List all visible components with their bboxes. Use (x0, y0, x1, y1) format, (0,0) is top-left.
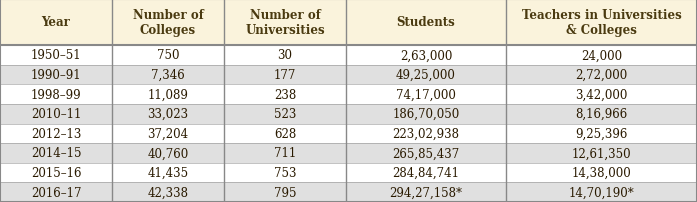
Bar (0, 182, 697, 202)
Text: 177: 177 (274, 69, 296, 82)
Text: 2,63,000: 2,63,000 (400, 49, 452, 62)
Text: Year: Year (42, 16, 70, 29)
Text: 1950–51: 1950–51 (31, 49, 82, 62)
Text: 265,85,437: 265,85,437 (392, 147, 459, 160)
Text: 37,204: 37,204 (148, 127, 189, 140)
Bar (0, 85, 697, 104)
Text: 2015–16: 2015–16 (31, 166, 82, 179)
Text: 750: 750 (157, 49, 179, 62)
Bar (0, 65, 697, 85)
Text: Number of
Universities: Number of Universities (245, 9, 325, 37)
Text: 523: 523 (274, 108, 296, 121)
Text: 2012–13: 2012–13 (31, 127, 81, 140)
Text: 238: 238 (274, 88, 296, 101)
Bar (0, 46, 697, 65)
Text: Number of
Colleges: Number of Colleges (132, 9, 204, 37)
Text: 284,84,741: 284,84,741 (392, 166, 459, 179)
Text: 7,346: 7,346 (151, 69, 185, 82)
Text: 33,023: 33,023 (148, 108, 189, 121)
Text: 11,089: 11,089 (148, 88, 188, 101)
Text: 2010–11: 2010–11 (31, 108, 81, 121)
Text: 186,70,050: 186,70,050 (392, 108, 459, 121)
Text: 9,25,396: 9,25,396 (575, 127, 628, 140)
Bar (0, 163, 697, 182)
Text: 2016–17: 2016–17 (31, 186, 82, 199)
Text: 74,17,000: 74,17,000 (396, 88, 456, 101)
Text: 14,38,000: 14,38,000 (572, 166, 631, 179)
Text: 223,02,938: 223,02,938 (392, 127, 459, 140)
Text: 711: 711 (274, 147, 296, 160)
Text: 628: 628 (274, 127, 296, 140)
Text: 795: 795 (274, 186, 296, 199)
Text: 8,16,966: 8,16,966 (576, 108, 627, 121)
Text: 1990–91: 1990–91 (31, 69, 82, 82)
Text: 41,435: 41,435 (148, 166, 189, 179)
Text: 2014–15: 2014–15 (31, 147, 82, 160)
Text: 42,338: 42,338 (148, 186, 188, 199)
Bar (0, 104, 697, 124)
Text: 40,760: 40,760 (147, 147, 189, 160)
Text: Teachers in Universities
& Colleges: Teachers in Universities & Colleges (521, 9, 682, 37)
Text: 49,25,000: 49,25,000 (396, 69, 456, 82)
Text: Students: Students (397, 16, 455, 29)
Text: 2,72,000: 2,72,000 (576, 69, 627, 82)
Bar (0, 0, 697, 46)
Text: 12,61,350: 12,61,350 (572, 147, 631, 160)
Text: 294,27,158*: 294,27,158* (390, 186, 463, 199)
Text: 24,000: 24,000 (581, 49, 622, 62)
Text: 1998–99: 1998–99 (31, 88, 82, 101)
Bar (0, 143, 697, 163)
Bar (0, 124, 697, 143)
Text: 3,42,000: 3,42,000 (575, 88, 628, 101)
Text: 30: 30 (277, 49, 293, 62)
Text: 753: 753 (274, 166, 296, 179)
Text: 14,70,190*: 14,70,190* (569, 186, 634, 199)
